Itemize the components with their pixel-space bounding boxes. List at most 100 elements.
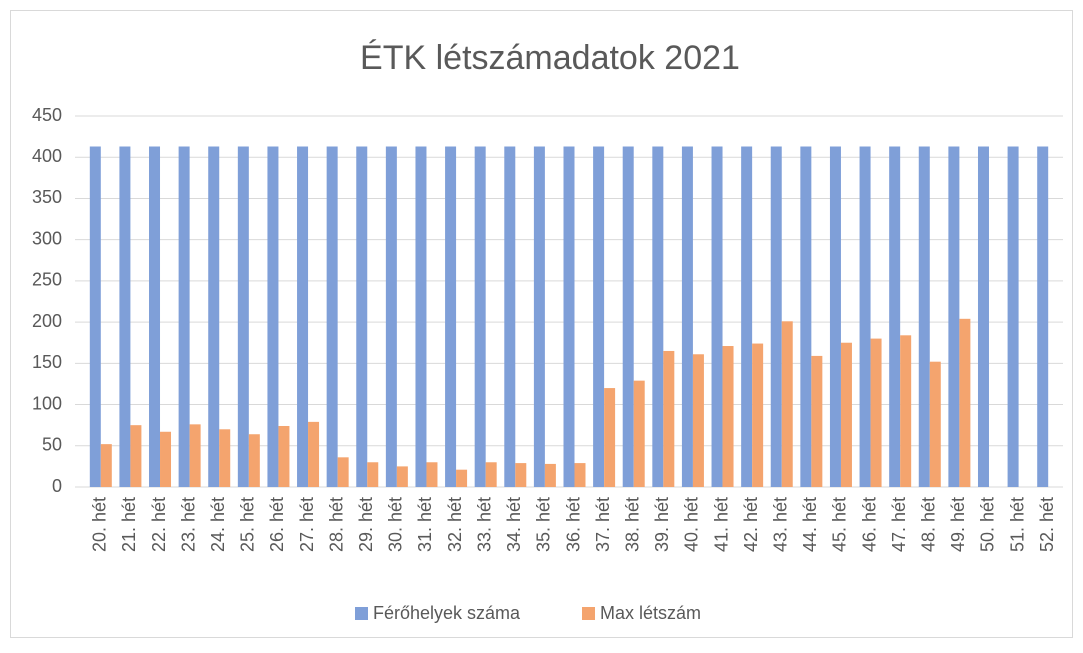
chart-title: ÉTK létszámadatok 2021 [360,39,740,77]
bar [722,346,734,487]
bar [811,355,823,487]
x-tick-label: 24. hét [208,497,228,552]
bar [119,146,131,487]
bar [278,425,290,487]
bar [396,466,408,487]
x-tick-label: 52. hét [1037,497,1057,552]
x-tick-label: 28. hét [326,497,346,552]
bar [900,335,912,487]
bar [604,388,616,487]
bar [385,146,397,487]
bar [829,146,841,487]
bar [426,462,438,487]
y-tick-label: 250 [32,270,62,290]
legend-swatch [355,607,368,620]
bar [948,146,960,487]
x-tick-label: 41. hét [711,497,731,552]
bar [1037,146,1049,487]
y-tick-label: 50 [42,435,62,455]
bar [149,146,161,487]
y-tick-label: 450 [32,105,62,125]
y-tick-label: 150 [32,352,62,372]
bar [189,424,201,487]
bar [574,463,586,487]
bar [800,146,812,487]
bar [100,444,112,487]
bar [1007,146,1019,487]
x-tick-label: 49. hét [948,497,968,552]
x-tick-label: 22. hét [149,497,169,552]
x-tick-label: 48. hét [919,497,939,552]
bar [752,343,764,487]
bar [889,146,901,487]
bar [160,431,172,487]
bar [593,146,605,487]
bar [485,462,497,487]
bar [445,146,457,487]
x-tick-label: 42. hét [741,497,761,552]
bar [367,462,379,487]
bar [337,457,349,487]
bar [681,146,693,487]
x-tick-label: 20. hét [90,497,110,552]
y-tick-label: 100 [32,393,62,413]
bar [237,146,249,487]
x-tick-label: 29. hét [356,497,376,552]
x-tick-label: 39. hét [652,497,672,552]
y-tick-label: 0 [52,476,62,496]
bar [308,421,320,487]
bar [456,469,468,487]
y-tick-label: 200 [32,311,62,331]
bar [781,321,793,487]
x-tick-label: 46. hét [859,497,879,552]
x-tick-label: 50. hét [978,497,998,552]
x-tick-label: 38. hét [622,497,642,552]
bar [929,361,941,487]
bar [533,146,545,487]
bar [89,146,101,487]
bar [741,146,753,487]
y-tick-label: 400 [32,146,62,166]
bar [219,429,231,487]
bar [770,146,782,487]
bar [692,354,704,487]
bar [130,425,142,487]
x-tick-label: 34. hét [504,497,524,552]
bar [297,146,309,487]
x-tick-label: 26. hét [267,497,287,552]
bar [633,380,645,487]
bar [415,146,427,487]
bar [663,350,675,487]
bar [977,146,989,487]
x-tick-label: 43. hét [770,497,790,552]
bar [652,146,664,487]
x-tick-label: 51. hét [1007,497,1027,552]
x-tick-label: 33. hét [474,497,494,552]
bar [474,146,486,487]
y-tick-label: 350 [32,187,62,207]
x-tick-label: 35. hét [534,497,554,552]
bar [504,146,516,487]
bar [870,338,882,487]
x-tick-label: 45. hét [830,497,850,552]
x-tick-label: 27. hét [297,497,317,552]
x-tick-label: 21. hét [119,497,139,552]
x-tick-label: 31. hét [415,497,435,552]
bar [840,342,852,487]
bar [918,146,930,487]
bar [356,146,368,487]
x-tick-label: 23. hét [178,497,198,552]
bar [622,146,634,487]
legend-label: Férőhelyek száma [373,603,521,623]
y-tick-label: 300 [32,228,62,248]
x-tick-label: 30. hét [386,497,406,552]
x-tick-label: 36. hét [563,497,583,552]
bar [563,146,575,487]
legend-swatch [582,607,595,620]
bar [711,146,723,487]
bar [178,146,190,487]
bar [248,434,260,487]
bar [267,146,279,487]
bar [326,146,338,487]
